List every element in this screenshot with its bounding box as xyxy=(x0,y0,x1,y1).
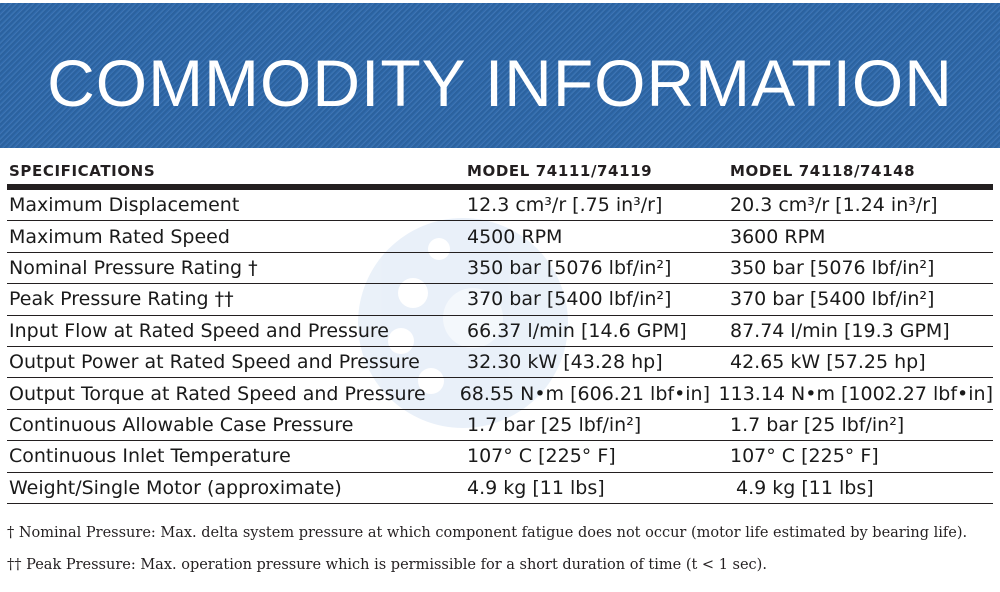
header-banner: COMMODITY INFORMATION xyxy=(0,3,1000,148)
model-a-value: 4.9 kg [11 lbs] xyxy=(467,476,605,499)
page-title: COMMODITY INFORMATION xyxy=(47,45,953,120)
header-model-a: MODEL 74111/74119 xyxy=(467,162,653,180)
table-row: Maximum Displacement 12.3 cm³/r [.75 in³… xyxy=(7,190,993,222)
model-b-value: 1.7 bar [25 lbf/in²] xyxy=(730,413,905,436)
model-a-value: 4500 RPM xyxy=(467,225,563,248)
model-b-value: 42.65 kW [57.25 hp] xyxy=(730,351,926,374)
spec-label: Maximum Rated Speed xyxy=(9,225,230,248)
table-header: SPECIFICATIONS MODEL 74111/74119 MODEL 7… xyxy=(7,158,993,184)
model-a-value: 370 bar [5400 lbf/in²] xyxy=(467,288,672,311)
spec-label: Weight/Single Motor (approximate) xyxy=(9,476,342,499)
model-a-value: 32.30 kW [43.28 hp] xyxy=(467,351,663,374)
model-a-value: 12.3 cm³/r [.75 in³/r] xyxy=(467,194,663,217)
spec-label: Continuous Inlet Temperature xyxy=(9,445,291,468)
table-row: Weight/Single Motor (approximate) 4.9 kg… xyxy=(7,473,993,504)
model-b-value: 3600 RPM xyxy=(730,225,826,248)
header-model-b: MODEL 74118/74148 xyxy=(730,162,916,180)
model-a-value: 1.7 bar [25 lbf/in²] xyxy=(467,413,642,436)
model-b-value: 350 bar [5076 lbf/in²] xyxy=(730,256,935,279)
table-row: Nominal Pressure Rating † 350 bar [5076 … xyxy=(7,253,993,285)
specifications-table: SPECIFICATIONS MODEL 74111/74119 MODEL 7… xyxy=(7,158,993,504)
table-row: Continuous Inlet Temperature 107° C [225… xyxy=(7,441,993,473)
footnote-peak-pressure: †† Peak Pressure: Max. operation pressur… xyxy=(7,557,767,573)
header-specifications: SPECIFICATIONS xyxy=(9,162,156,180)
model-a-value: 107° C [225° F] xyxy=(467,445,616,468)
model-b-value: 107° C [225° F] xyxy=(730,445,879,468)
model-a-value: 66.37 l/min [14.6 GPM] xyxy=(467,319,687,342)
model-b-value: 87.74 l/min [19.3 GPM] xyxy=(730,319,950,342)
model-b-value: 370 bar [5400 lbf/in²] xyxy=(730,288,935,311)
table-row: Input Flow at Rated Speed and Pressure 6… xyxy=(7,316,993,347)
table-row: Peak Pressure Rating †† 370 bar [5400 lb… xyxy=(7,284,993,316)
spec-label: Nominal Pressure Rating † xyxy=(9,256,258,279)
spec-label: Peak Pressure Rating †† xyxy=(9,288,234,311)
model-b-value: 4.9 kg [11 lbs] xyxy=(730,476,874,499)
spec-label: Continuous Allowable Case Pressure xyxy=(9,413,354,436)
header-divider xyxy=(7,184,993,190)
model-b-value: 113.14 N•m [1002.27 lbf•in] xyxy=(718,382,993,405)
footnote-nominal-pressure: † Nominal Pressure: Max. delta system pr… xyxy=(7,525,968,541)
table-row: Output Power at Rated Speed and Pressure… xyxy=(7,347,993,379)
model-a-value: 350 bar [5076 lbf/in²] xyxy=(467,256,672,279)
spec-label: Input Flow at Rated Speed and Pressure xyxy=(9,319,389,342)
model-b-value: 20.3 cm³/r [1.24 in³/r] xyxy=(730,194,938,217)
table-row: Continuous Allowable Case Pressure 1.7 b… xyxy=(7,410,993,442)
table-row: Output Torque at Rated Speed and Pressur… xyxy=(7,378,993,410)
model-a-value: 68.55 N•m [606.21 lbf•in] xyxy=(459,382,711,405)
spec-label: Output Power at Rated Speed and Pressure xyxy=(9,351,420,374)
spec-label: Output Torque at Rated Speed and Pressur… xyxy=(9,382,426,405)
watermark-logo-icon xyxy=(358,218,568,428)
spec-label: Maximum Displacement xyxy=(9,194,240,217)
table-row: Maximum Rated Speed 4500 RPM 3600 RPM xyxy=(7,221,993,253)
